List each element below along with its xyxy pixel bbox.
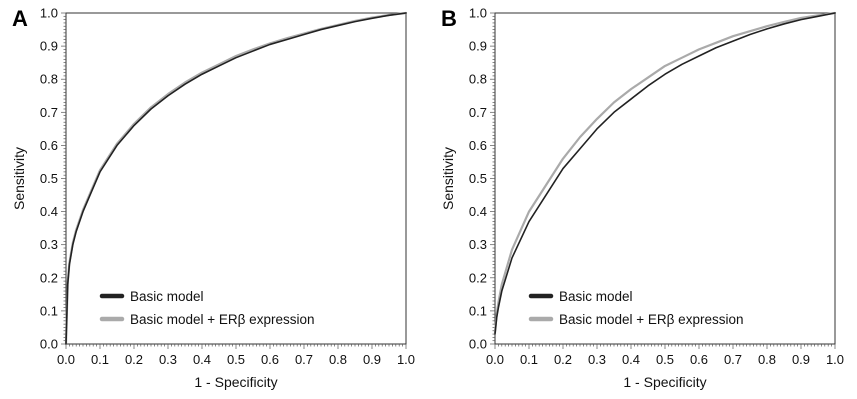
roc-chart-b: 0.0 0.1 0.2 0.3 0.4 0.5 0.6 0.7 0.8 0.9 1.0 0.0 0.1 0… bbox=[440, 6, 844, 391]
panel-letter: A bbox=[12, 6, 28, 31]
y-tick-label: 0.3 bbox=[40, 237, 58, 252]
y-tick-label: 0.9 bbox=[469, 39, 487, 54]
roc-chart-a: 0.0 0.1 0.2 0.3 0.4 0.5 0.6 0.7 0.8 0.9 1.0 0.0 0.1 0… bbox=[11, 6, 415, 391]
x-tick-label: 0.2 bbox=[554, 352, 572, 367]
y-tick-label: 0.5 bbox=[469, 171, 487, 186]
series-line-basic-model bbox=[65, 12, 407, 345]
x-tick-label: 0.5 bbox=[656, 352, 674, 367]
legend-entry: Basic model bbox=[559, 289, 633, 304]
y-tick-label: 0.6 bbox=[40, 138, 58, 153]
legend-entry: Basic model + ERβ expression bbox=[559, 312, 743, 327]
x-tick-label: 0.0 bbox=[57, 352, 75, 367]
x-tick-label: 0.1 bbox=[91, 352, 109, 367]
legend-entry: Basic model bbox=[130, 289, 204, 304]
x-tick-label: 0.1 bbox=[520, 352, 538, 367]
x-tick-label: 0.9 bbox=[792, 352, 810, 367]
y-tick-label: 0.3 bbox=[469, 237, 487, 252]
y-tick-label: 0.2 bbox=[469, 270, 487, 285]
x-tick-label: 0.5 bbox=[227, 352, 245, 367]
y-axis-title: Sensitivity bbox=[440, 147, 456, 210]
y-tick-label: 0.7 bbox=[40, 105, 58, 120]
x-tick-label: 0.7 bbox=[295, 352, 313, 367]
x-tick-label: 0.9 bbox=[363, 352, 381, 367]
y-tick-label: 0.0 bbox=[40, 337, 58, 352]
y-tick-label: 0.9 bbox=[40, 39, 58, 54]
y-tick-label: 0.4 bbox=[469, 204, 487, 219]
x-tick-label: 1.0 bbox=[397, 352, 415, 367]
y-tick-label: 1.0 bbox=[469, 6, 487, 21]
legend-entry: Basic model + ERβ expression bbox=[130, 312, 314, 327]
series-line-basic-model-erb bbox=[493, 11, 837, 334]
x-tick-label: 0.3 bbox=[588, 352, 606, 367]
roc-panel-b: 0.0 0.1 0.2 0.3 0.4 0.5 0.6 0.7 0.8 0.9 1.0 0.0 0.1 0… bbox=[429, 0, 857, 399]
x-tick-label: 1.0 bbox=[826, 352, 844, 367]
x-tick-label: 0.4 bbox=[193, 352, 211, 367]
x-tick-label: 0.6 bbox=[690, 352, 708, 367]
y-tick-label: 0.8 bbox=[469, 72, 487, 87]
x-axis-title: 1 - Specificity bbox=[623, 374, 706, 390]
y-tick-label: 0.2 bbox=[40, 270, 58, 285]
y-tick-label: 0.5 bbox=[40, 171, 58, 186]
x-tick-label: 0.6 bbox=[261, 352, 279, 367]
x-tick-label: 0.8 bbox=[329, 352, 347, 367]
x-tick-label: 0.4 bbox=[622, 352, 640, 367]
y-tick-label: 1.0 bbox=[40, 6, 58, 21]
panel-letter: B bbox=[441, 6, 457, 31]
x-tick-label: 0.3 bbox=[159, 352, 177, 367]
x-tick-label: 0.8 bbox=[758, 352, 776, 367]
y-axis-title: Sensitivity bbox=[11, 147, 27, 210]
y-tick-label: 0.7 bbox=[469, 105, 487, 120]
y-tick-label: 0.1 bbox=[469, 303, 487, 318]
series-line-basic-model bbox=[494, 12, 836, 335]
x-tick-label: 0.0 bbox=[486, 352, 504, 367]
x-axis-title: 1 - Specificity bbox=[194, 374, 277, 390]
y-tick-label: 0.6 bbox=[469, 138, 487, 153]
y-tick-label: 0.8 bbox=[40, 72, 58, 87]
roc-panel-a: 0.0 0.1 0.2 0.3 0.4 0.5 0.6 0.7 0.8 0.9 1.0 0.0 0.1 0… bbox=[0, 0, 428, 399]
y-tick-label: 0.4 bbox=[40, 204, 58, 219]
y-tick-label: 0.1 bbox=[40, 303, 58, 318]
y-tick-label: 0.0 bbox=[469, 337, 487, 352]
x-tick-label: 0.7 bbox=[724, 352, 742, 367]
x-tick-label: 0.2 bbox=[125, 352, 143, 367]
